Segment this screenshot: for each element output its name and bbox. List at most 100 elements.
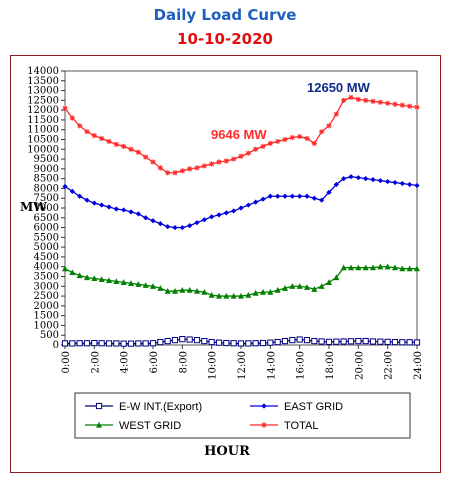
annotation: 9646 MW xyxy=(211,127,267,142)
data-point xyxy=(304,135,310,142)
data-point xyxy=(186,287,193,293)
data-point xyxy=(171,337,179,344)
data-point xyxy=(252,289,259,296)
y-tick-label: 8000 xyxy=(34,183,59,194)
data-point xyxy=(340,264,347,271)
data-point xyxy=(201,337,208,345)
data-point xyxy=(303,337,311,344)
y-tick-label: 5000 xyxy=(34,242,59,253)
data-point xyxy=(318,283,325,289)
data-point xyxy=(392,179,398,186)
data-point xyxy=(237,340,245,347)
data-point xyxy=(333,181,339,188)
data-point xyxy=(311,140,317,147)
data-point xyxy=(319,197,325,203)
x-tick-label: 6:00 xyxy=(149,351,160,373)
data-point xyxy=(69,269,76,276)
data-point xyxy=(355,264,362,271)
data-point xyxy=(157,221,163,227)
data-point xyxy=(165,170,171,176)
data-point xyxy=(98,340,105,347)
data-point xyxy=(296,283,303,289)
data-point xyxy=(179,287,186,293)
data-point xyxy=(391,338,399,346)
data-point xyxy=(143,154,149,160)
data-point xyxy=(370,98,376,104)
data-point xyxy=(201,217,207,223)
data-point xyxy=(363,97,369,103)
data-point xyxy=(149,340,157,347)
y-tick-label: 11500 xyxy=(27,115,59,126)
chart-subtitle: 10-10-2020 xyxy=(177,30,273,48)
series-1 xyxy=(62,174,420,231)
x-tick-label: 10:00 xyxy=(208,351,219,380)
data-point xyxy=(267,288,274,295)
data-point xyxy=(91,200,97,206)
data-point xyxy=(407,103,413,109)
data-point xyxy=(377,263,384,270)
data-point xyxy=(150,283,156,289)
y-tick-label: 0 xyxy=(53,340,59,351)
data-point xyxy=(385,178,391,185)
data-point xyxy=(142,282,149,288)
y-tick-label: 12000 xyxy=(27,105,59,116)
data-point xyxy=(69,115,75,121)
y-tick-label: 4500 xyxy=(34,252,59,263)
y-tick-label: 7000 xyxy=(34,203,59,214)
data-point xyxy=(341,97,347,103)
data-point xyxy=(370,264,376,271)
data-point xyxy=(106,204,112,210)
data-point xyxy=(150,159,156,165)
data-point xyxy=(399,265,406,272)
y-tick-label: 2000 xyxy=(34,301,59,312)
data-point xyxy=(253,199,259,205)
data-point xyxy=(289,337,296,344)
chart-frame xyxy=(10,55,441,473)
x-tick-label: 16:00 xyxy=(296,351,307,380)
data-point xyxy=(260,143,266,149)
data-point xyxy=(267,339,274,346)
data-point xyxy=(406,265,413,272)
data-point xyxy=(164,287,171,294)
data-point xyxy=(281,337,289,345)
y-tick-label: 8500 xyxy=(34,174,59,185)
y-tick-label: 13000 xyxy=(27,86,59,97)
data-point xyxy=(172,224,178,231)
data-point xyxy=(62,105,68,111)
data-point xyxy=(318,338,325,345)
data-point xyxy=(127,340,135,347)
data-point xyxy=(194,165,200,171)
legend-item-0: E-W INT.(Export) xyxy=(85,401,202,413)
data-point xyxy=(157,285,164,291)
y-tick-label: 12500 xyxy=(27,95,59,106)
data-point xyxy=(201,163,207,169)
data-point xyxy=(282,285,288,291)
data-point xyxy=(282,193,288,199)
data-point xyxy=(333,274,340,281)
data-point xyxy=(91,275,98,282)
data-point xyxy=(193,337,201,344)
data-point xyxy=(62,265,68,272)
data-point xyxy=(238,292,244,299)
data-point xyxy=(377,99,383,105)
data-point xyxy=(84,197,90,203)
data-point xyxy=(260,288,266,295)
data-point xyxy=(348,264,354,271)
y-tick-label: 3500 xyxy=(34,272,59,283)
data-point xyxy=(304,284,310,290)
data-point xyxy=(113,141,119,147)
data-point xyxy=(231,156,237,162)
data-point xyxy=(274,287,281,293)
data-point xyxy=(333,338,340,345)
x-tick-label: 14:00 xyxy=(266,351,277,380)
data-point xyxy=(275,138,281,145)
legend xyxy=(74,392,411,439)
legend-item-3: TOTAL xyxy=(250,420,318,432)
data-point xyxy=(216,212,222,218)
data-point xyxy=(208,291,215,298)
y-tick-label: 13500 xyxy=(27,76,59,87)
data-point xyxy=(201,288,208,295)
data-point xyxy=(348,94,354,101)
data-point xyxy=(319,129,325,135)
